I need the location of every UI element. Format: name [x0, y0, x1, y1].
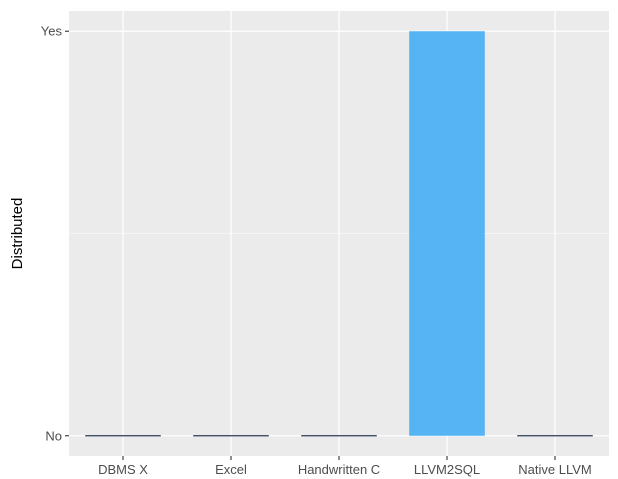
x-tick-label: Native LLVM [518, 462, 591, 477]
y-axis: No Yes [41, 24, 69, 443]
bar-4 [409, 31, 485, 436]
y-axis-title: Distributed [9, 198, 26, 270]
x-tick-label: DBMS X [98, 462, 148, 477]
y-tick-label: Yes [41, 24, 63, 39]
bars [85, 31, 593, 437]
y-tick-label: No [45, 428, 62, 443]
x-tick-label: LLVM2SQL [414, 462, 480, 477]
x-tick-label: Excel [215, 462, 247, 477]
x-tick-label: Handwritten C [298, 462, 380, 477]
x-axis: DBMS X Excel Handwritten C LLVM2SQL Native L… [98, 456, 592, 477]
